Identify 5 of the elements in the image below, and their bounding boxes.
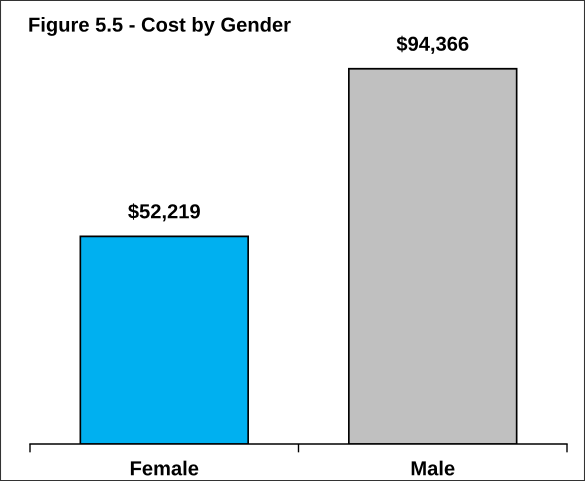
chart-title: Figure 5.5 - Cost by Gender bbox=[29, 17, 291, 36]
x-tick-label: Male bbox=[412, 460, 454, 476]
data-label: $52,219 bbox=[128, 203, 200, 222]
data-label: $94,366 bbox=[396, 36, 468, 54]
x-tick-label: Female bbox=[130, 460, 198, 476]
